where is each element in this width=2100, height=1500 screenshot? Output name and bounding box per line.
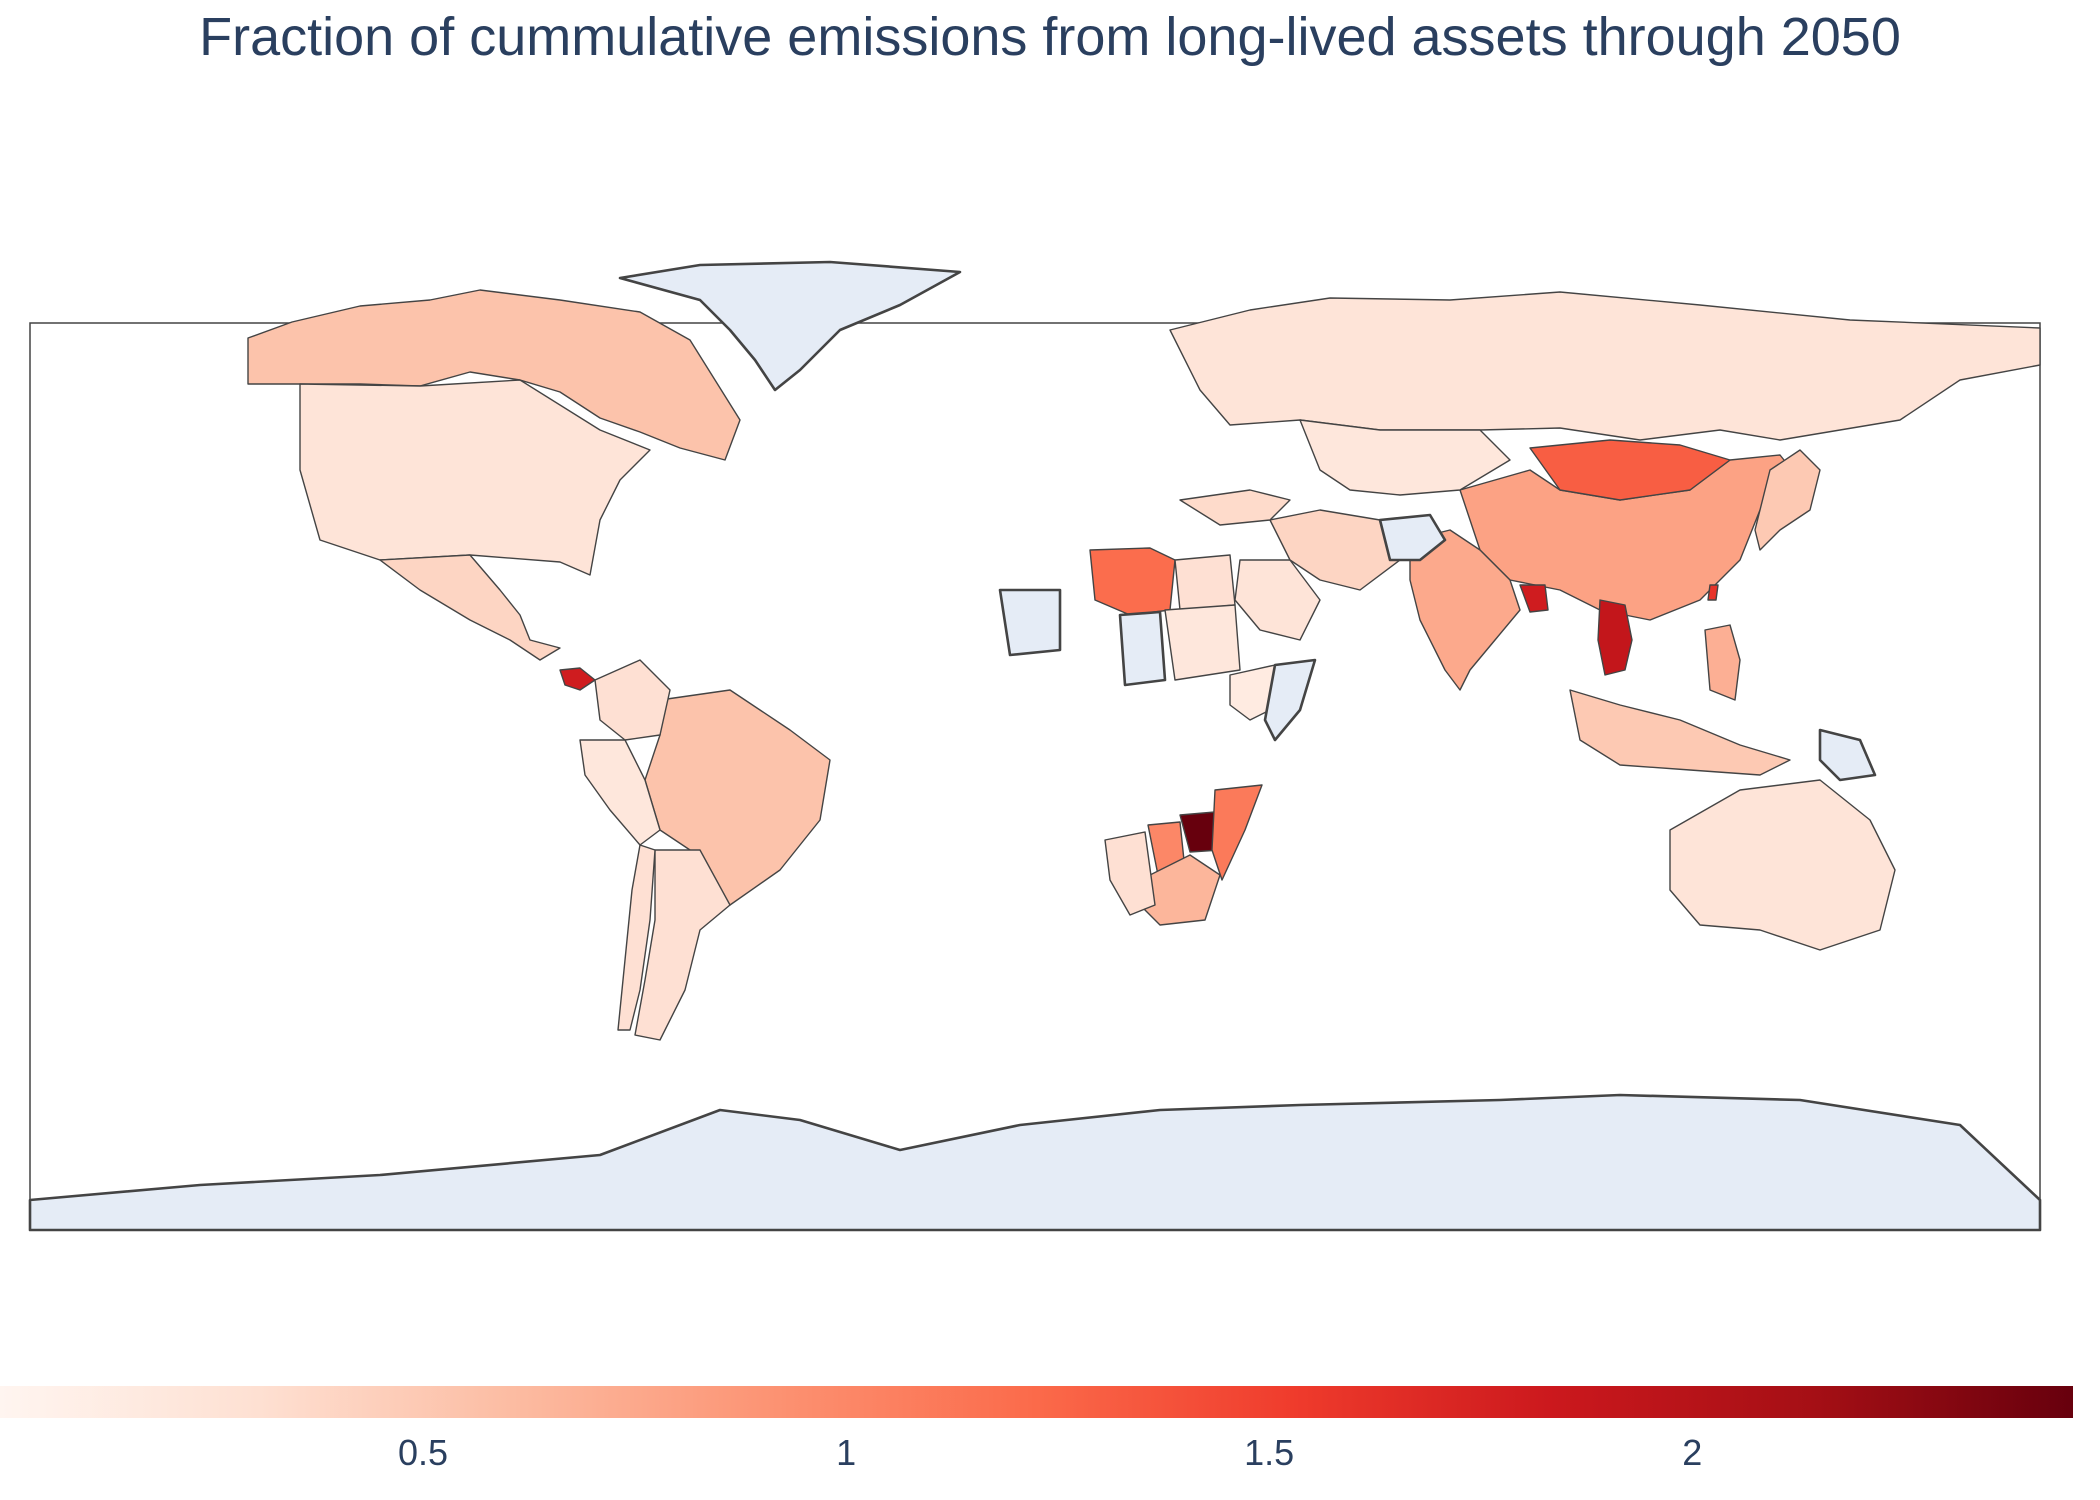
country-peru[interactable]: Peru: 0.2 bbox=[579, 739, 661, 846]
country-colombia[interactable]: Colombia: 0.3 bbox=[594, 659, 671, 741]
colorbar-tick-label: 2 bbox=[1682, 1432, 1702, 1473]
country-iran[interactable]: Iran: 0.4 bbox=[1269, 509, 1401, 591]
chart-title: Fraction of cummulative emissions from l… bbox=[199, 7, 1901, 67]
country-mali[interactable]: Mali bbox=[998, 588, 1062, 657]
country-japan[interactable]: Japan: 0.5 bbox=[1754, 449, 1821, 551]
country-bangladesh[interactable]: Bangladesh: 1.8 bbox=[1519, 584, 1549, 613]
country-namibia[interactable]: Namibia: 0.3 bbox=[1104, 831, 1156, 916]
country-vietnam[interactable]: Vietnam: 1.9 bbox=[1597, 599, 1633, 676]
country-kazakhstan[interactable]: Kazakhstan: 0.2 bbox=[1299, 419, 1511, 496]
colorbar-tick-label: 0.5 bbox=[398, 1432, 448, 1473]
country-chad[interactable]: Chad bbox=[1118, 610, 1167, 687]
country-panama[interactable]: Panama: 1.8 bbox=[559, 667, 596, 691]
country-india[interactable]: India: 0.75 bbox=[1409, 529, 1521, 691]
country-turkey[interactable]: Turkey: 0.35 bbox=[1179, 489, 1291, 526]
country-somalia[interactable]: Somalia bbox=[1263, 658, 1317, 742]
country-philippines[interactable]: Philippines: 0.7 bbox=[1704, 624, 1741, 701]
country-afghanistan[interactable]: Afghanistan bbox=[1378, 513, 1447, 562]
colorbar-ticks: 0.5 1 1.5 2 bbox=[398, 1432, 1702, 1473]
country-egypt[interactable]: Egypt: 0.3 bbox=[1174, 554, 1236, 611]
country-australia[interactable]: Australia: 0.25 bbox=[1669, 779, 1896, 951]
country-papua-new-guinea[interactable]: Papua New Guinea bbox=[1818, 728, 1877, 782]
countries-layer: Canada: 0.55United States: 0.25Mexico: 0… bbox=[28, 260, 2042, 1232]
country-sudan[interactable]: Sudan: 0.2 bbox=[1164, 604, 1241, 681]
country-antarctica[interactable]: Antarctica bbox=[28, 1093, 2042, 1232]
colorbar-tick-label: 1.5 bbox=[1244, 1432, 1294, 1473]
country-mexico[interactable]: Mexico: 0.4 bbox=[379, 554, 561, 661]
country-mozambique[interactable]: Mozambique: 1.1 bbox=[1211, 784, 1263, 881]
country-mongolia[interactable]: Mongolia: 1.3 bbox=[1529, 439, 1731, 501]
country-taiwan[interactable]: Taiwan: 1.6 bbox=[1707, 584, 1719, 601]
country-chile[interactable]: Chile: 0.3 bbox=[617, 844, 656, 1031]
country-united-states[interactable]: United States: 0.25 bbox=[299, 379, 651, 576]
country-greenland[interactable]: Greenland bbox=[618, 260, 962, 392]
colorbar bbox=[0, 1386, 2073, 1418]
country-argentina[interactable]: Argentina: 0.3 bbox=[634, 849, 731, 1041]
country-indonesia[interactable]: Indonesia: 0.5 bbox=[1569, 689, 1791, 776]
colorbar-tick-label: 1 bbox=[836, 1432, 856, 1473]
